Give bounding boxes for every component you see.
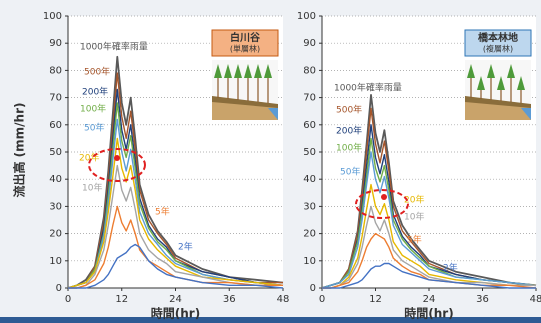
- series-label: 100年: [80, 103, 106, 115]
- y-tick-label: 90: [49, 38, 62, 49]
- y-tick-label: 100: [297, 11, 316, 22]
- series-label: 500年: [84, 66, 110, 78]
- series-label: 200年: [82, 86, 108, 98]
- x-tick-label: 24: [169, 294, 182, 305]
- x-tick-label: 36: [476, 294, 489, 305]
- x-tick-label: 12: [115, 294, 128, 305]
- series-label: 10年: [82, 182, 102, 194]
- y-tick-label: 80: [303, 65, 316, 76]
- y-tick-label: 30: [49, 201, 62, 212]
- y-tick-label: 60: [49, 120, 62, 131]
- series-label: 2年: [178, 241, 193, 253]
- y-tick-label: 20: [303, 229, 316, 240]
- y-tick-label: 30: [303, 201, 316, 212]
- chart: 流出高 (mm/hr) 0102030405060708090100012243…: [0, 0, 541, 323]
- y-tick-label: 50: [49, 147, 62, 158]
- series-label: 2年: [443, 262, 458, 274]
- forest-illustration: [465, 60, 531, 120]
- x-tick-label: 0: [65, 294, 71, 305]
- y-tick-label: 70: [303, 93, 316, 104]
- inset-title: 白川谷: [230, 31, 261, 44]
- inset-subtitle: (複層林): [483, 44, 513, 54]
- series-label: 200年: [336, 125, 362, 137]
- highlight-dot: [381, 194, 387, 200]
- inset-title: 橋本林地: [478, 31, 518, 44]
- series-label: 100年: [336, 142, 362, 154]
- y-tick-label: 10: [303, 256, 316, 267]
- series-label: 1000年確率雨量: [334, 82, 402, 94]
- y-tick-label: 40: [303, 174, 316, 185]
- y-tick-label: 0: [56, 283, 62, 294]
- x-tick-label: 12: [369, 294, 382, 305]
- series-label: 1000年確率雨量: [80, 41, 148, 53]
- x-tick-label: 0: [319, 294, 325, 305]
- x-axis-label: 時間(hr): [404, 306, 453, 321]
- inset-subtitle: (単層林): [230, 44, 260, 54]
- series-label: 500年: [336, 104, 362, 116]
- y-tick-label: 10: [49, 256, 62, 267]
- series-label: 5年: [407, 234, 422, 246]
- y-tick-label: 60: [303, 120, 316, 131]
- y-tick-label: 40: [49, 174, 62, 185]
- series-label: 50年: [340, 166, 360, 178]
- y-tick-label: 50: [303, 147, 316, 158]
- y-tick-label: 70: [49, 93, 62, 104]
- x-tick-label: 48: [277, 294, 290, 305]
- series-label: 5年: [155, 206, 170, 218]
- y-tick-label: 90: [303, 38, 316, 49]
- series-label: 10年: [404, 211, 424, 223]
- x-tick-label: 36: [223, 294, 236, 305]
- forest-illustration: [212, 60, 278, 120]
- bottom-bar: [0, 317, 541, 323]
- y-tick-label: 100: [43, 11, 62, 22]
- x-tick-label: 48: [530, 294, 541, 305]
- y-tick-label: 80: [49, 65, 62, 76]
- x-axis-label: 時間(hr): [151, 306, 200, 321]
- y-tick-label: 0: [310, 283, 316, 294]
- y-tick-label: 20: [49, 229, 62, 240]
- highlight-dot: [114, 155, 120, 161]
- y-axis-label: 流出高 (mm/hr): [12, 103, 27, 198]
- series-label: 50年: [84, 122, 104, 134]
- x-tick-label: 24: [423, 294, 436, 305]
